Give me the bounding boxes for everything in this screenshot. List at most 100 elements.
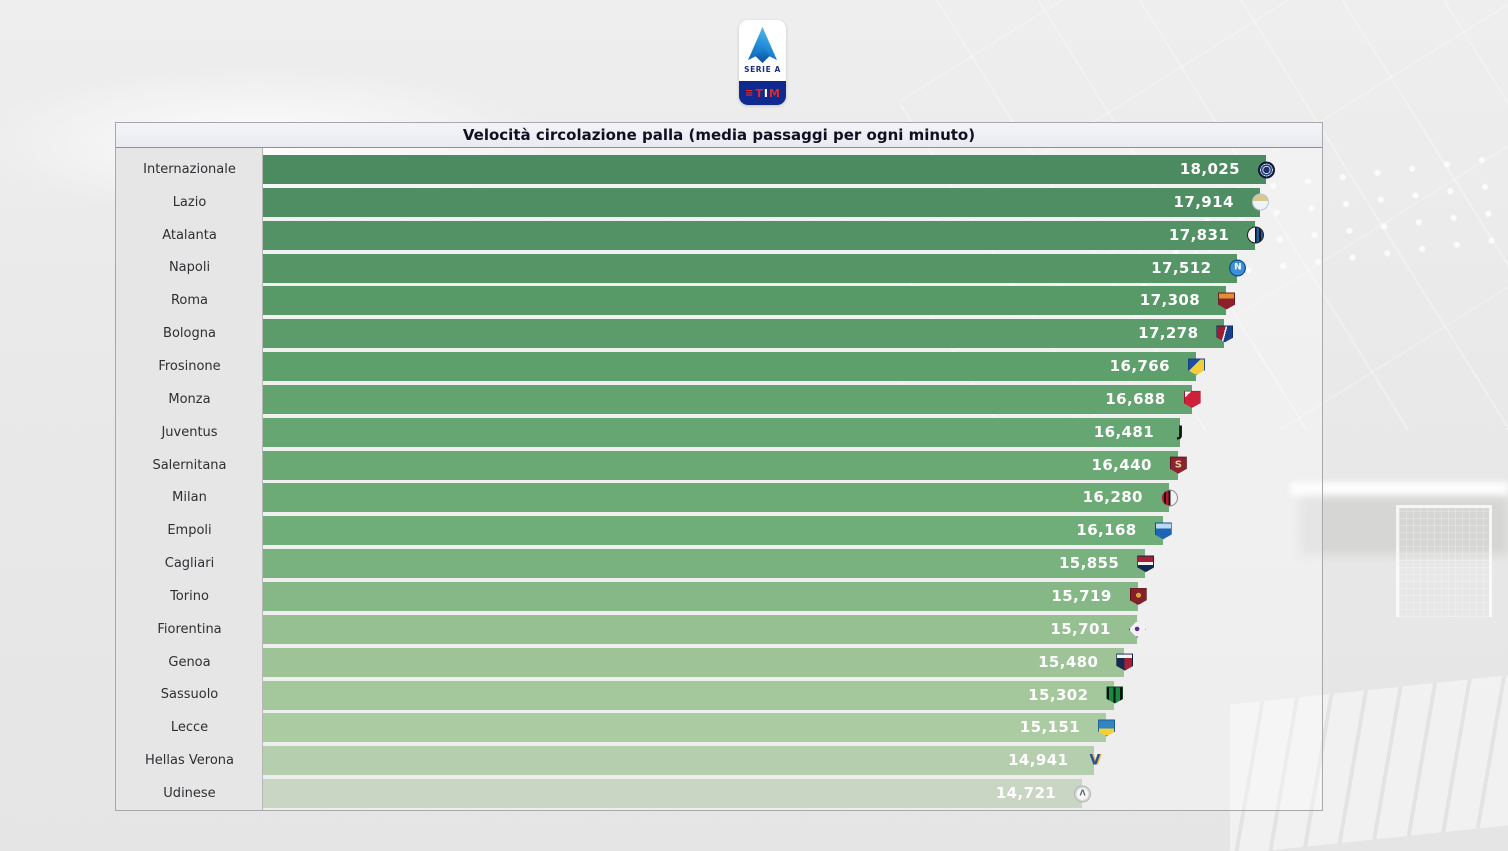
bar-value-label: 16,168 xyxy=(1076,521,1137,540)
crowd-band xyxy=(1300,497,1508,555)
team-name-label: Cagliari xyxy=(164,556,215,572)
team-bar: 14,941 V xyxy=(263,746,1100,776)
bar-value-label: 17,278 xyxy=(1138,324,1199,343)
team-label-cell: Napoli xyxy=(116,252,263,285)
club-crest-icon xyxy=(1183,390,1201,408)
club-crest-icon xyxy=(1218,292,1236,310)
team-bar: 15,701 ● xyxy=(263,614,1146,644)
crest-letter: ● xyxy=(1134,625,1140,633)
league-name-label: SERIE A xyxy=(744,65,781,74)
club-crest-icon xyxy=(1129,587,1147,605)
team-row: Hellas Verona 14,941 V xyxy=(116,744,1322,777)
bar-track: 17,512 N xyxy=(263,252,1322,285)
bar-track: 14,941 V xyxy=(263,744,1322,777)
team-row: Sassuolo 15,302 xyxy=(116,679,1322,712)
bar-track: 16,280 xyxy=(263,481,1322,514)
team-name-label: Udinese xyxy=(163,785,216,801)
team-bar: 15,855 xyxy=(263,549,1155,579)
team-row: Juventus 16,481 J xyxy=(116,416,1322,449)
club-crest-icon xyxy=(1154,522,1172,540)
bar-track: 14,721 Λ xyxy=(263,777,1322,810)
team-bar: 16,688 xyxy=(263,384,1201,414)
bar-value-label: 16,481 xyxy=(1093,422,1155,441)
team-row: Salernitana 16,440 S xyxy=(116,449,1322,482)
team-name-label: Empoli xyxy=(167,523,212,539)
bar-track: 17,278 xyxy=(263,317,1322,350)
team-bar: 16,766 xyxy=(263,352,1205,382)
team-label-cell: Monza xyxy=(116,383,263,416)
bar-value-label: 17,914 xyxy=(1173,192,1234,211)
club-crest-icon xyxy=(1137,555,1155,573)
team-label-cell: Fiorentina xyxy=(116,613,263,646)
club-crest-icon xyxy=(1106,686,1124,704)
team-bar: 16,440 S xyxy=(263,450,1187,480)
club-crest-icon xyxy=(1160,489,1178,507)
team-bar: 15,719 xyxy=(263,581,1147,611)
team-label-cell: Sassuolo xyxy=(116,679,263,712)
team-bar: 16,280 xyxy=(263,483,1178,513)
team-name-label: Sassuolo xyxy=(160,687,219,703)
team-name-label: Monza xyxy=(168,391,211,407)
bar-track: 16,481 J xyxy=(263,416,1322,449)
crest-letter: Λ xyxy=(1079,788,1086,798)
bar-track: 16,688 xyxy=(263,383,1322,416)
bar-value-label: 16,688 xyxy=(1105,389,1166,408)
team-bar: 17,914 xyxy=(263,187,1269,217)
bar-track: 16,168 xyxy=(263,514,1322,547)
team-bar: 17,308 xyxy=(263,286,1236,316)
club-crest-icon xyxy=(1251,193,1269,211)
team-bar: 14,721 Λ xyxy=(263,779,1092,809)
team-bar: 17,831 xyxy=(263,220,1265,250)
team-label-cell: Roma xyxy=(116,284,263,317)
bar-value-label: 16,440 xyxy=(1091,455,1152,474)
bar-value-label: 15,719 xyxy=(1051,586,1112,605)
team-row: Lazio 17,914 xyxy=(116,186,1322,219)
bar-track: 15,302 xyxy=(263,679,1322,712)
chart-plot-area: Internazionale 18,025 Lazio 17,914 xyxy=(116,148,1322,810)
bar-value-label: 15,151 xyxy=(1019,718,1081,737)
team-row: Torino 15,719 xyxy=(116,580,1322,613)
team-label-cell: Milan xyxy=(116,481,263,514)
team-label-cell: Torino xyxy=(116,580,263,613)
team-name-label: Lecce xyxy=(170,720,209,736)
bar-value-label: 15,701 xyxy=(1050,619,1111,638)
club-crest-icon: ● xyxy=(1128,620,1146,638)
team-row: Internazionale 18,025 xyxy=(116,153,1322,186)
team-name-label: Genoa xyxy=(168,654,211,670)
bar-track: 15,701 ● xyxy=(263,613,1322,646)
club-crest-icon: J xyxy=(1172,424,1189,441)
team-label-cell: Hellas Verona xyxy=(116,744,263,777)
team-row: Genoa 15,480 xyxy=(116,646,1322,679)
team-name-label: Juventus xyxy=(161,424,218,440)
team-row: Frosinone 16,766 xyxy=(116,350,1322,383)
team-bar: 17,512 N xyxy=(263,253,1247,283)
club-crest-icon xyxy=(1116,653,1134,671)
chart-title: Velocità circolazione palla (media passa… xyxy=(116,123,1322,148)
team-label-cell: Lecce xyxy=(116,711,263,744)
goal-post xyxy=(1396,505,1492,617)
bar-value-label: 15,302 xyxy=(1028,685,1089,704)
club-crest-icon xyxy=(1258,161,1275,178)
bar-chart: Velocità circolazione palla (media passa… xyxy=(115,122,1323,811)
team-name-label: Milan xyxy=(172,490,207,506)
team-row: Bologna 17,278 xyxy=(116,317,1322,350)
bar-value-label: 16,766 xyxy=(1109,357,1170,376)
team-row: Fiorentina 15,701 ● xyxy=(116,613,1322,646)
bar-value-label: 18,025 xyxy=(1179,160,1240,178)
team-name-label: Napoli xyxy=(168,260,211,276)
club-crest-icon xyxy=(1098,719,1116,737)
bar-value-label: 14,941 xyxy=(1008,751,1069,770)
club-crest-icon: V xyxy=(1086,752,1103,769)
team-bar: 16,481 J xyxy=(263,417,1183,447)
bar-value-label: 17,308 xyxy=(1139,291,1201,310)
bar-track: 16,440 S xyxy=(263,449,1322,482)
bar-value-label: 17,512 xyxy=(1151,258,1212,277)
tim-letter: T xyxy=(755,86,763,100)
team-row: Empoli 16,168 xyxy=(116,514,1322,547)
team-name-label: Roma xyxy=(170,293,209,309)
tim-letter: I xyxy=(763,86,769,100)
team-label-cell: Atalanta xyxy=(116,219,263,252)
serie-a-triangle-icon xyxy=(748,27,777,63)
team-row: Roma 17,308 xyxy=(116,284,1322,317)
